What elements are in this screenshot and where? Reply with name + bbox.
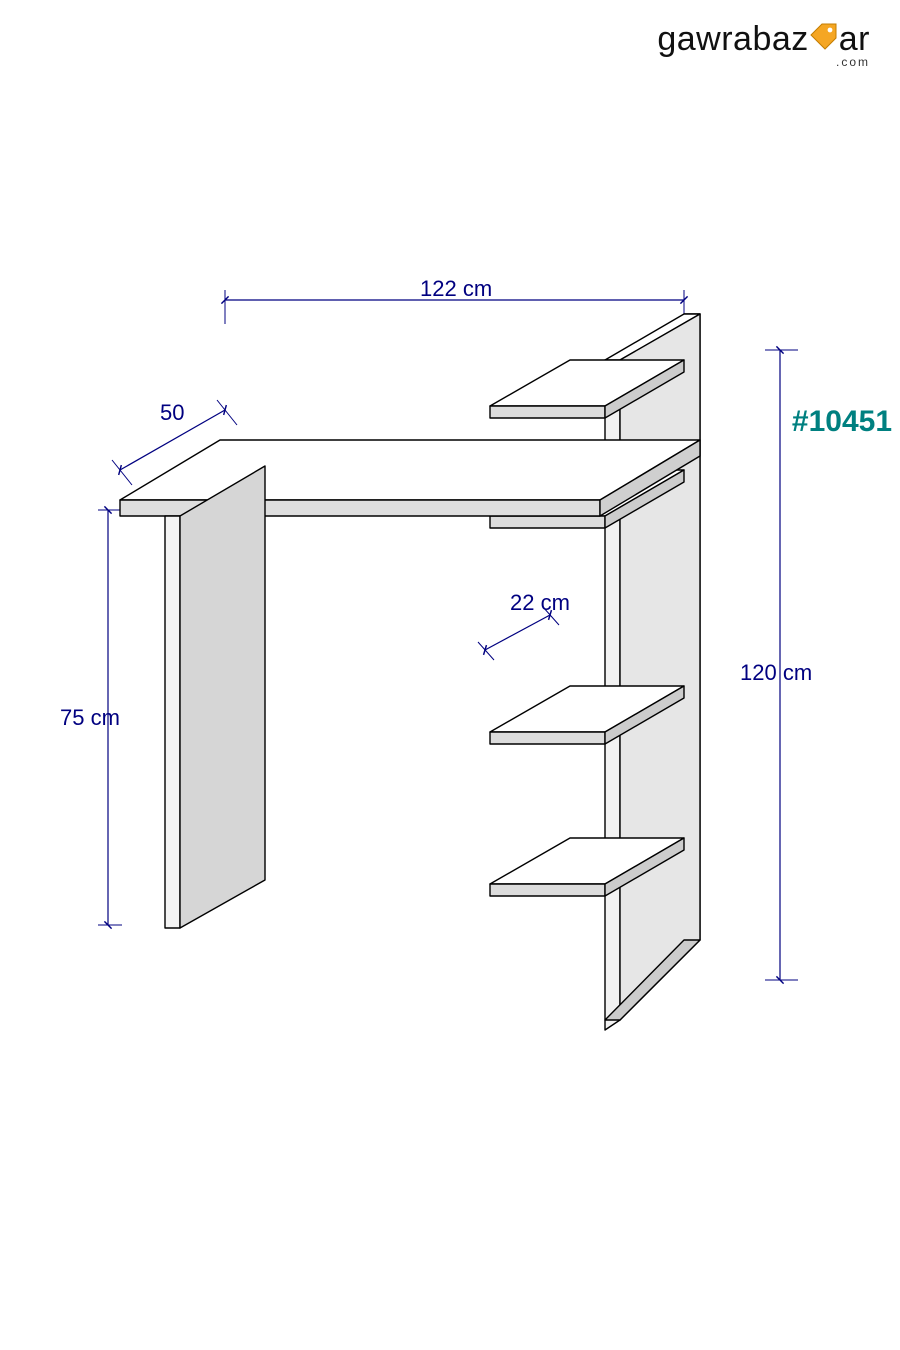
brand-logo: gawrabaz ar .com [657, 20, 870, 69]
dim-width-top: 122 cm [225, 280, 684, 324]
dim-depth-left-label: 50 [160, 400, 184, 425]
brand-name-2: baz [752, 20, 808, 58]
dim-height-left: 75 cm [60, 510, 122, 925]
dim-height-right-label: 120 cm [740, 660, 812, 685]
dim-width-top-label: 122 cm [420, 280, 492, 301]
left-leg [165, 466, 265, 928]
brand-name-1: gawra [657, 20, 752, 58]
dim-height-left-label: 75 cm [60, 705, 120, 730]
desk-drawing [120, 314, 700, 1030]
dim-height-right: 120 cm [740, 350, 812, 980]
price-tag-icon [809, 22, 839, 61]
desk-dimension-diagram: 122 cm 50 75 cm 22 cm 120 cm [60, 280, 840, 1105]
dim-shelf-depth: 22 cm [478, 590, 570, 660]
dim-shelf-depth-label: 22 cm [510, 590, 570, 615]
brand-name-3: ar [839, 20, 870, 58]
